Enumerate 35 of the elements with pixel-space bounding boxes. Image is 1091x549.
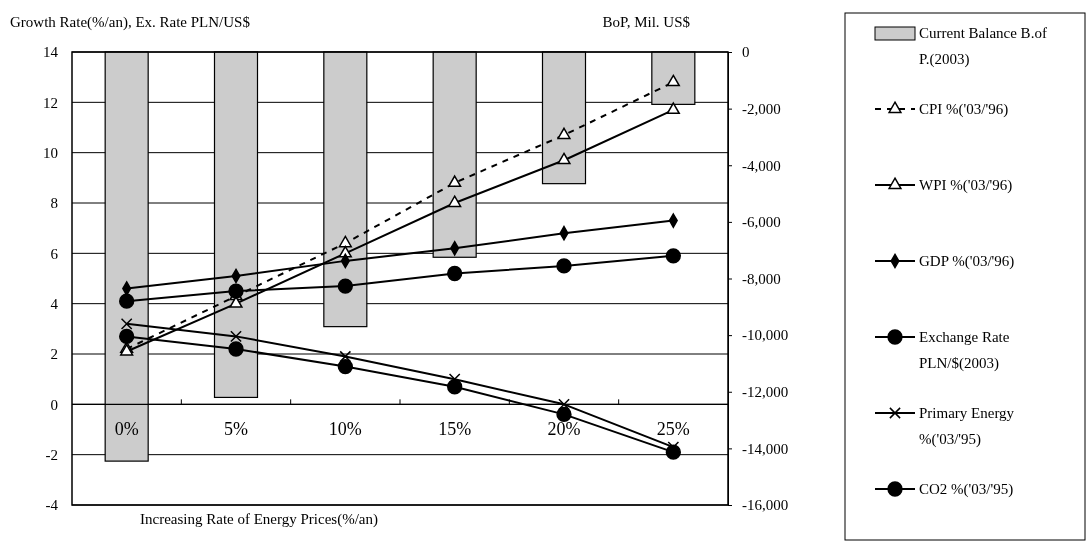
y2-axis-title: BoP, Mil. US$: [602, 14, 691, 30]
y2-tick-label: -12,000: [742, 384, 789, 401]
x-tick-label: 25%: [656, 419, 690, 440]
x-tick-label: 20%: [547, 419, 581, 440]
x-axis-title: Increasing Rate of Energy Prices(%/an): [140, 511, 378, 528]
y2-tick-label: -6,000: [742, 214, 781, 231]
legend-label: Primary Energy %('03/'95): [919, 405, 1015, 448]
y-axis-title: Growth Rate(%/an), Ex. Rate PLN/US$: [10, 14, 251, 31]
y-tick-label: 8: [50, 195, 58, 212]
x-tick-label: 5%: [224, 419, 248, 440]
x-tick-label: 0%: [114, 419, 139, 440]
y-tick-label: 12: [43, 94, 58, 111]
y-tick-label: -2: [45, 446, 58, 463]
y-tick-label: -4: [45, 497, 59, 514]
y-tick-label: 6: [50, 245, 59, 262]
y-tick-label: 2: [50, 346, 58, 363]
legend-label: WPI %('03/'96): [919, 177, 1013, 194]
legend-label: Exchange Rate PLN/$(2003): [919, 329, 1010, 372]
y2-tick-label: -14,000: [742, 440, 789, 457]
y2-tick-label: -2,000: [742, 100, 781, 117]
legend-label: GDP %('03/'96): [919, 253, 1015, 270]
y-tick-label: 0: [50, 396, 58, 413]
x-tick-label: 10%: [328, 419, 362, 440]
y2-tick-label: -16,000: [742, 497, 789, 514]
y-tick-label: 10: [43, 144, 58, 161]
legend-label: CO2 %('03/'95): [919, 481, 1014, 498]
y2-tick-label: -4,000: [742, 157, 781, 174]
y2-tick-label: -10,000: [742, 327, 789, 344]
x-tick-label: 15%: [438, 419, 472, 440]
legend-label: CPI %('03/'96): [919, 101, 1009, 118]
y2-tick-label: -8,000: [742, 270, 781, 287]
y-tick-label: 14: [43, 44, 59, 61]
legend-label: Current Balance B.of P.(2003): [919, 25, 1047, 68]
y2-tick-label: 0: [742, 44, 750, 61]
y-tick-label: 4: [50, 295, 59, 312]
